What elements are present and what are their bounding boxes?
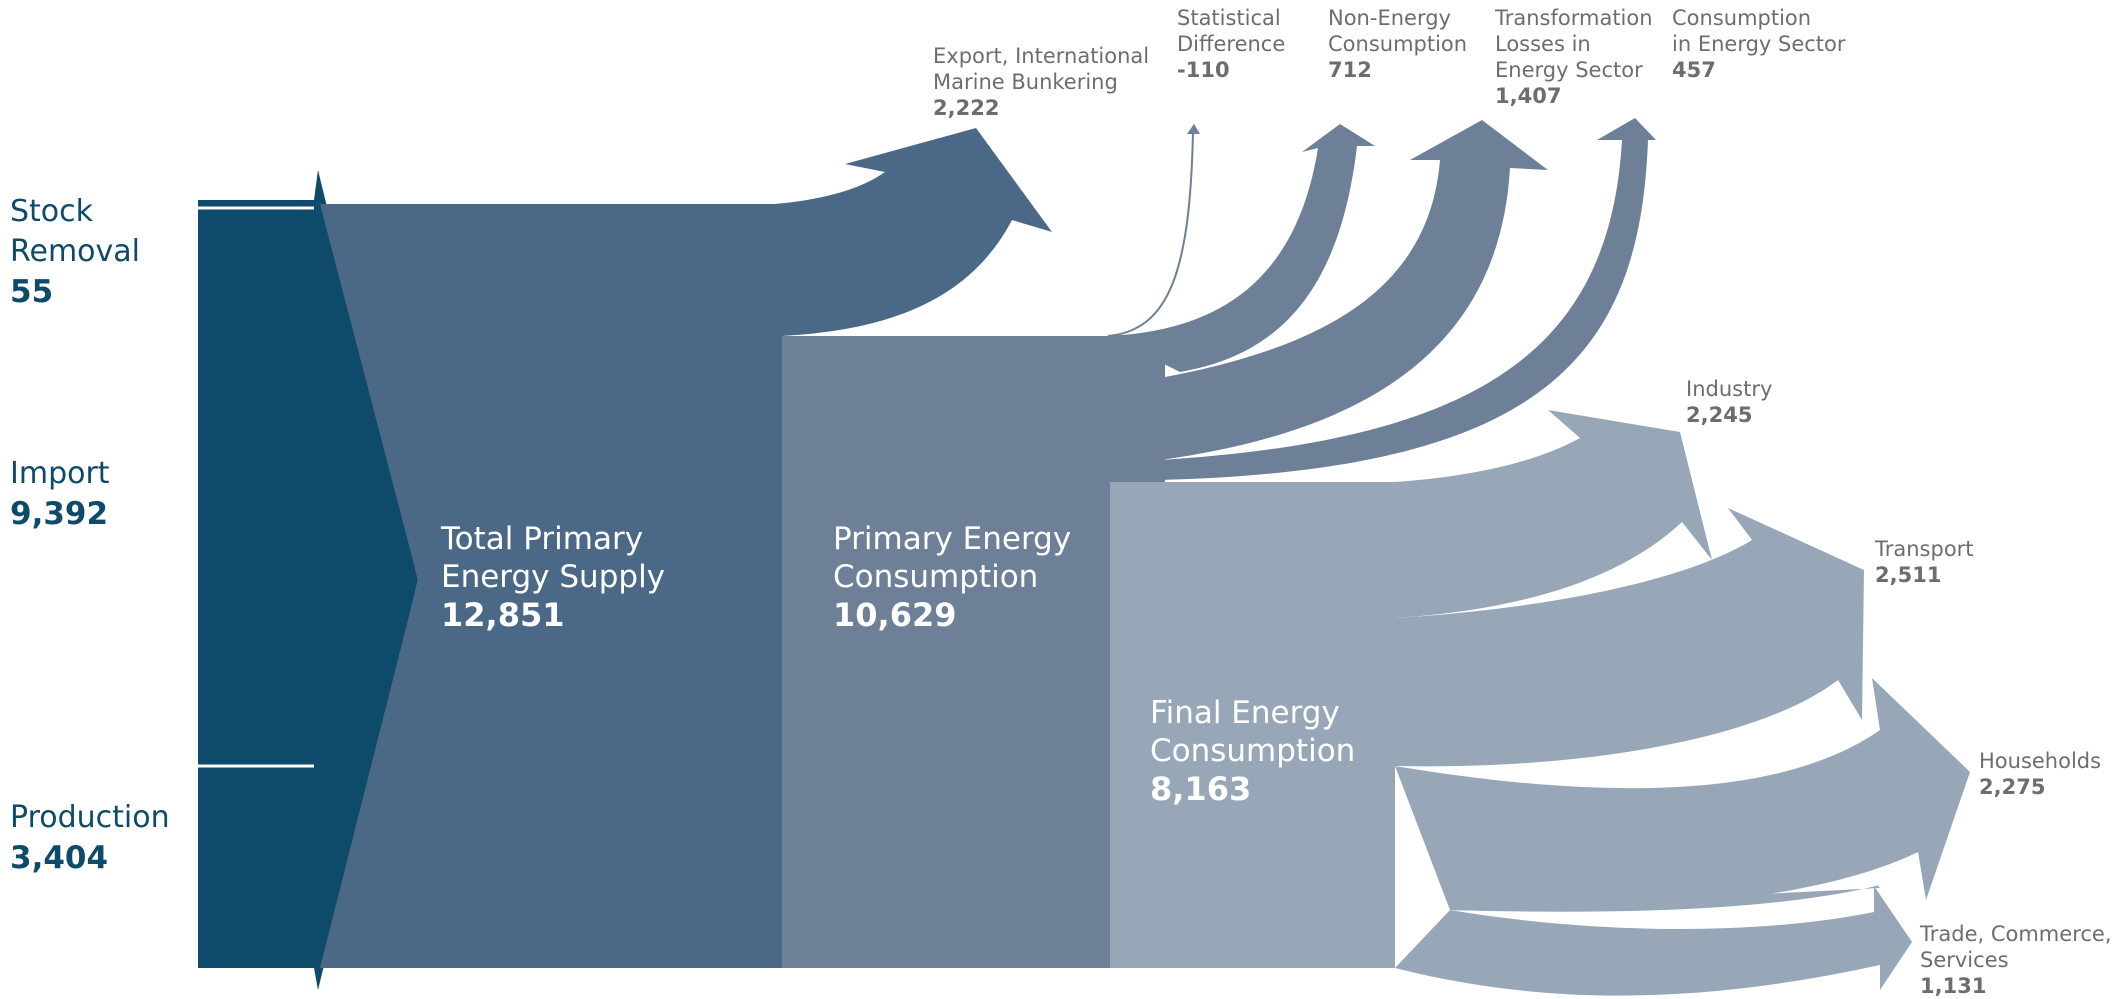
- total-primary-supply-name: Total Primary Energy Supply: [441, 521, 666, 595]
- output-non-energy-name: Non-Energy Consumption: [1328, 6, 1468, 56]
- output-transformation-losses-name: Transformation Losses in Energy Sector: [1495, 6, 1653, 82]
- energy-sector-consumption-arrow: [1160, 118, 1656, 480]
- output-export-name: Export, International Marine Bunkering: [933, 44, 1150, 94]
- trade-commerce-arrow: [1450, 885, 1900, 912]
- output-statistical-difference-name: Statistical Difference: [1177, 6, 1286, 56]
- trade-commerce-arrow-body: [1395, 886, 1912, 996]
- primary-consumption-block: [782, 336, 1165, 968]
- statistical-difference-arrow: [1107, 131, 1194, 337]
- output-industry-name: Industry: [1686, 377, 1773, 401]
- input-label-import: Import 9,392: [10, 454, 110, 534]
- input-stock-removal-value: 55: [10, 274, 54, 310]
- output-statistical-difference-value: -110: [1177, 58, 1230, 82]
- input-import-value: 9,392: [10, 496, 109, 532]
- output-label-transport: Transport 2,511: [1875, 536, 1974, 588]
- stage-label-total-primary-supply: Total Primary Energy Supply 12,851: [441, 520, 665, 634]
- export-arrow: [775, 128, 1052, 336]
- output-label-industry: Industry 2,245: [1686, 376, 1772, 428]
- final-consumption-value: 8,163: [1150, 770, 1252, 808]
- statistical-difference-arrowhead: [1187, 124, 1200, 134]
- output-export-value: 2,222: [933, 96, 1000, 120]
- input-flows: [198, 170, 418, 990]
- output-transport-value: 2,511: [1875, 563, 1942, 587]
- output-non-energy-value: 712: [1328, 58, 1372, 82]
- input-stock-removal-name: Stock Removal: [10, 194, 141, 269]
- transformation-losses-arrow: [1160, 120, 1548, 460]
- output-label-households: Households 2,275: [1979, 748, 2101, 800]
- output-label-transformation-losses: Transformation Losses in Energy Sector 1…: [1495, 5, 1653, 109]
- input-import-name: Import: [10, 456, 110, 491]
- output-label-statistical-difference: Statistical Difference -110: [1177, 5, 1285, 83]
- transport-arrow: [1395, 508, 1864, 767]
- input-production-name: Production: [10, 800, 170, 835]
- output-label-energy-sector-consumption: Consumption in Energy Sector 457: [1672, 5, 1846, 83]
- output-energy-sector-consumption-name: Consumption in Energy Sector: [1672, 6, 1846, 56]
- final-consumption-name: Final Energy Consumption: [1150, 695, 1356, 769]
- households-arrow: [1395, 678, 1970, 911]
- primary-consumption-value: 10,629: [833, 596, 957, 634]
- output-label-non-energy: Non-Energy Consumption 712: [1328, 5, 1467, 83]
- input-label-stock-removal: Stock Removal 55: [10, 192, 140, 312]
- primary-consumption-name: Primary Energy Consumption: [833, 521, 1072, 595]
- output-transport-name: Transport: [1875, 537, 1974, 561]
- total-primary-supply-value: 12,851: [441, 596, 565, 634]
- output-industry-value: 2,245: [1686, 403, 1753, 427]
- output-trade-commerce-name: Trade, Commerce, Services: [1920, 922, 2112, 972]
- total-primary-supply-block: [320, 204, 782, 968]
- input-production-value: 3,404: [10, 840, 109, 876]
- final-consumption-block: [1110, 482, 1395, 968]
- output-transformation-losses-value: 1,407: [1495, 84, 1562, 108]
- output-energy-sector-consumption-value: 457: [1672, 58, 1716, 82]
- output-label-trade-commerce: Trade, Commerce, Services 1,131: [1920, 921, 2112, 999]
- stage-label-primary-consumption: Primary Energy Consumption 10,629: [833, 520, 1071, 634]
- output-households-name: Households: [1979, 749, 2102, 773]
- output-households-value: 2,275: [1979, 775, 2046, 799]
- output-label-export: Export, International Marine Bunkering 2…: [933, 43, 1149, 121]
- output-trade-commerce-value: 1,131: [1920, 974, 1987, 998]
- industry-arrow: [1110, 410, 1712, 618]
- input-label-production: Production 3,404: [10, 798, 170, 878]
- stage-label-final-consumption: Final Energy Consumption 8,163: [1150, 694, 1355, 808]
